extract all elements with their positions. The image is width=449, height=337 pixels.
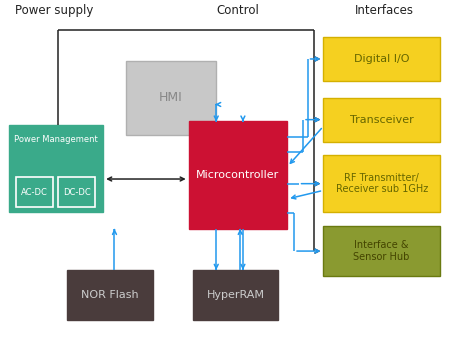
FancyBboxPatch shape (323, 37, 440, 81)
FancyBboxPatch shape (193, 270, 278, 320)
Text: Control: Control (216, 4, 260, 17)
Text: Digital I/O: Digital I/O (354, 54, 409, 64)
FancyBboxPatch shape (323, 98, 440, 142)
FancyBboxPatch shape (126, 61, 216, 135)
Text: Power supply: Power supply (15, 4, 93, 17)
FancyBboxPatch shape (323, 226, 440, 276)
Text: Interface &
Sensor Hub: Interface & Sensor Hub (353, 240, 410, 262)
FancyBboxPatch shape (58, 177, 95, 207)
FancyBboxPatch shape (323, 155, 440, 212)
Text: Microcontroller: Microcontroller (196, 170, 280, 180)
Text: Transceiver: Transceiver (350, 115, 414, 125)
Text: NOR Flash: NOR Flash (81, 290, 139, 300)
FancyBboxPatch shape (189, 121, 287, 229)
Text: RF Transmitter/
Receiver sub 1GHz: RF Transmitter/ Receiver sub 1GHz (335, 173, 428, 194)
Text: HMI: HMI (159, 91, 182, 104)
FancyBboxPatch shape (9, 125, 103, 212)
Text: Interfaces: Interfaces (354, 4, 414, 17)
FancyBboxPatch shape (67, 270, 153, 320)
Text: Power Management: Power Management (14, 135, 98, 144)
Text: DC-DC: DC-DC (63, 188, 91, 196)
Text: AC-DC: AC-DC (21, 188, 48, 196)
FancyBboxPatch shape (16, 177, 53, 207)
Text: HyperRAM: HyperRAM (207, 290, 265, 300)
